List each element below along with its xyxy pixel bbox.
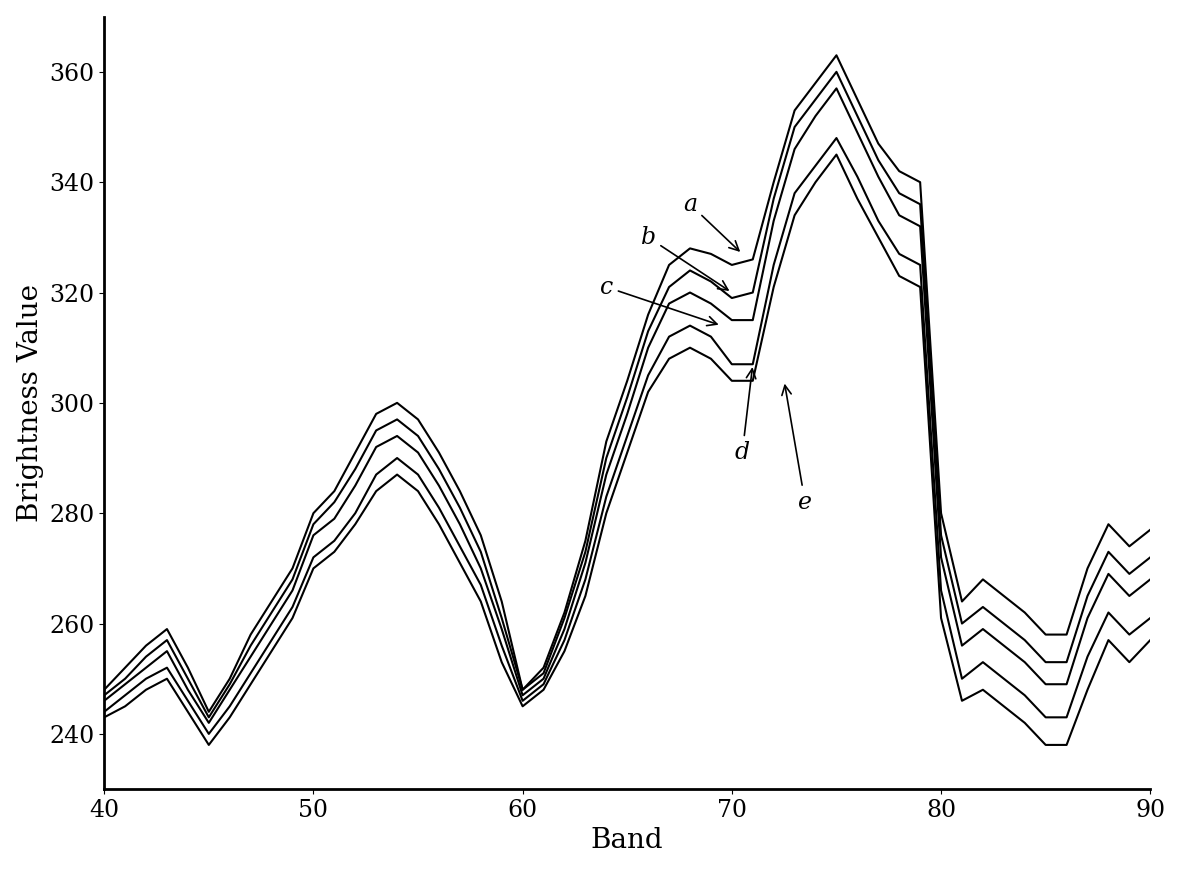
Y-axis label: Brightness Value: Brightness Value xyxy=(17,284,44,522)
Text: d: d xyxy=(735,368,755,464)
X-axis label: Band: Band xyxy=(591,827,663,854)
Text: e: e xyxy=(781,385,812,514)
Text: a: a xyxy=(683,192,739,251)
Text: c: c xyxy=(599,275,717,326)
Text: b: b xyxy=(641,226,728,290)
